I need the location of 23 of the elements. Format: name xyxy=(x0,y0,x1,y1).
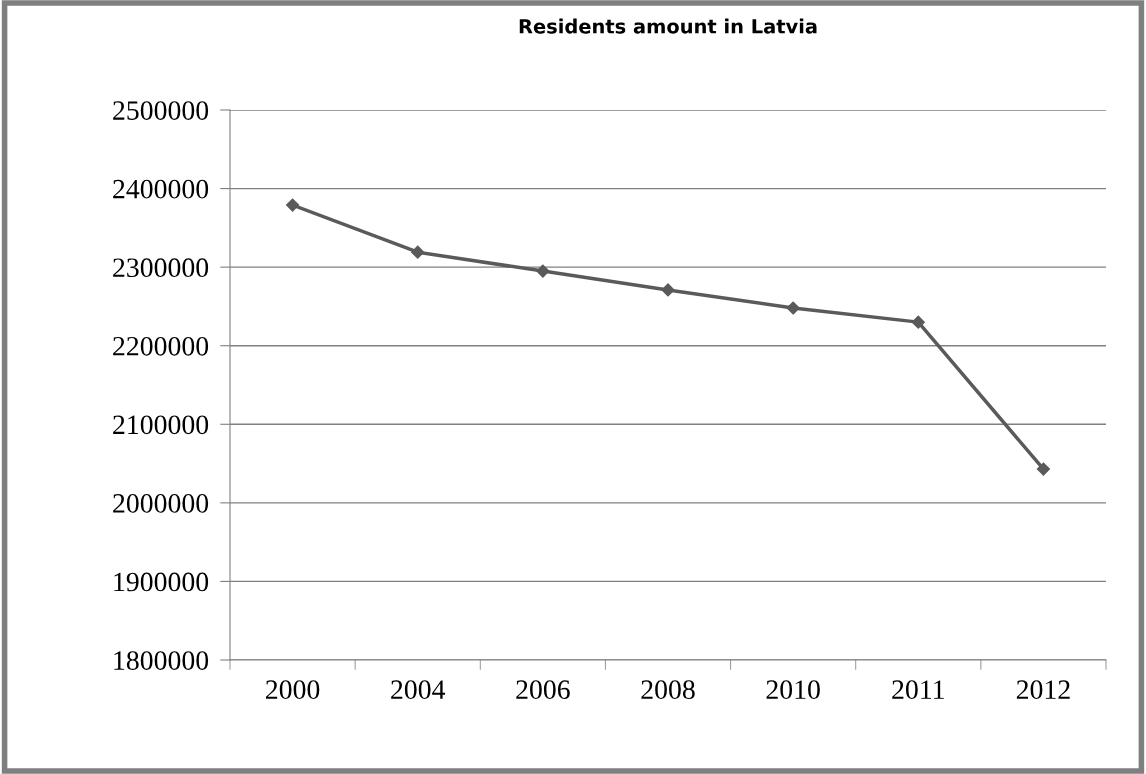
point xyxy=(911,315,925,329)
point xyxy=(285,198,300,212)
x-tick-label: 2006 xyxy=(516,680,570,699)
point xyxy=(411,245,425,259)
y-tick-label: 2000000 xyxy=(113,494,209,513)
y-tick-label: 1800000 xyxy=(114,651,209,670)
point xyxy=(661,283,675,297)
point xyxy=(536,264,550,278)
x-tick-label: 2010 xyxy=(766,680,820,699)
x-tick-label: 2011 xyxy=(892,680,944,699)
y-tick-label: 2100000 xyxy=(113,415,209,435)
x-tick-label: 2012 xyxy=(1016,680,1070,699)
y-tick-label: 2300000 xyxy=(113,258,209,278)
x-tick-label: 2008 xyxy=(641,680,695,699)
x-tick-label: 2004 xyxy=(391,680,446,699)
y-tick-label: 1900000 xyxy=(114,572,209,592)
x-tick-label: 2000 xyxy=(266,680,320,699)
point xyxy=(1036,462,1051,476)
y-tick-label: 2400000 xyxy=(113,179,209,199)
y-tick-label: 2200000 xyxy=(113,336,209,356)
point xyxy=(786,301,800,315)
chart-title: Residents amount in Latvia xyxy=(519,18,817,34)
y-tick-label: 2500000 xyxy=(113,101,209,120)
